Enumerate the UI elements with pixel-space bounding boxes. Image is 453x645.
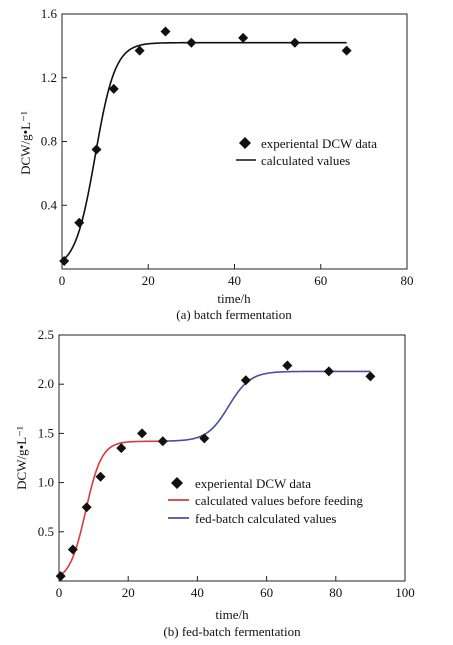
legend-a: experiental DCW data calculated values bbox=[236, 136, 377, 168]
legend-label-fed-batch-b: fed-batch calculated values bbox=[195, 511, 336, 526]
series-layer-b bbox=[55, 360, 376, 582]
caption-a: (a) batch fermentation bbox=[176, 307, 292, 322]
series-layer-a bbox=[59, 26, 352, 267]
x-tick-label-b: 80 bbox=[329, 585, 342, 600]
data-point-b bbox=[282, 360, 293, 371]
data-point-a bbox=[91, 144, 102, 155]
y-tick-label-b: 1.5 bbox=[38, 425, 54, 440]
x-tick-label-a: 80 bbox=[401, 273, 414, 288]
axis-ticks-b: 0 20 40 60 80 100 0.5 1.0 1.5 2.0 2.5 bbox=[38, 327, 415, 600]
x-tick-label-a: 60 bbox=[314, 273, 327, 288]
caption-b: (b) fed-batch fermentation bbox=[163, 624, 301, 639]
data-point-a bbox=[134, 45, 145, 56]
data-point-b bbox=[81, 502, 92, 513]
legend-marker-experimental-a bbox=[239, 137, 251, 149]
series-line-b-1 bbox=[58, 440, 163, 577]
y-tick-label-b: 2.0 bbox=[38, 376, 54, 391]
data-point-b bbox=[240, 375, 251, 386]
data-point-b bbox=[157, 436, 168, 447]
x-tick-label-b: 60 bbox=[260, 585, 273, 600]
data-point-b bbox=[55, 571, 66, 582]
series-line-b-2 bbox=[162, 370, 371, 442]
data-point-a bbox=[289, 37, 300, 48]
data-point-a bbox=[238, 32, 249, 43]
x-tick-label-b: 0 bbox=[56, 585, 63, 600]
x-tick-label-b: 20 bbox=[122, 585, 135, 600]
data-point-b bbox=[365, 371, 376, 382]
batch-fermentation-chart: 0 20 40 60 80 0.4 0.8 1.2 1.6 experiental DCW da… bbox=[18, 6, 414, 322]
y-tick-label-a: 1.2 bbox=[41, 70, 57, 85]
x-tick-label-b: 100 bbox=[395, 585, 415, 600]
x-tick-label-a: 20 bbox=[142, 273, 155, 288]
y-tick-label-a: 1.6 bbox=[41, 6, 58, 21]
data-point-b bbox=[323, 366, 334, 377]
y-tick-label-b: 1.0 bbox=[38, 475, 54, 490]
data-point-a bbox=[341, 45, 352, 56]
data-point-b bbox=[95, 471, 106, 482]
x-tick-label-a: 0 bbox=[59, 273, 66, 288]
legend-label-calculated-a: calculated values bbox=[261, 153, 350, 168]
data-point-a bbox=[186, 37, 197, 48]
data-point-b bbox=[199, 433, 210, 444]
x-tick-label-b: 40 bbox=[191, 585, 204, 600]
x-axis-label-b: time/h bbox=[215, 607, 249, 622]
data-point-b bbox=[137, 428, 148, 439]
plot-frame-b bbox=[58, 334, 406, 582]
data-point-a bbox=[108, 83, 119, 94]
y-tick-label-b: 2.5 bbox=[38, 327, 54, 342]
y-axis-label-b: DCW/g•L⁻¹ bbox=[14, 426, 29, 490]
data-point-b bbox=[67, 544, 78, 555]
data-point-b bbox=[116, 443, 127, 454]
y-tick-label-a: 0.4 bbox=[41, 197, 58, 212]
data-point-a bbox=[59, 256, 70, 267]
data-point-a bbox=[74, 217, 85, 228]
legend-b: experiental DCW data calculated values b… bbox=[168, 476, 363, 526]
series-line-a-1 bbox=[61, 41, 347, 262]
data-point-a bbox=[160, 26, 171, 37]
legend-label-experimental-b: experiental DCW data bbox=[195, 476, 311, 491]
axis-ticks-a: 0 20 40 60 80 0.4 0.8 1.2 1.6 bbox=[41, 6, 414, 288]
legend-label-experimental-a: experiental DCW data bbox=[261, 136, 377, 151]
x-axis-label-a: time/h bbox=[217, 291, 251, 306]
x-tick-label-a: 40 bbox=[228, 273, 241, 288]
y-tick-label-a: 0.8 bbox=[41, 134, 57, 149]
legend-label-before-feeding-b: calculated values before feeding bbox=[195, 493, 363, 508]
fed-batch-fermentation-chart: 0 20 40 60 80 100 0.5 1.0 1.5 2.0 2.5 experiental … bbox=[14, 327, 415, 639]
legend-marker-experimental-b bbox=[171, 477, 183, 489]
y-tick-label-b: 0.5 bbox=[38, 524, 54, 539]
y-axis-label-a: DCW/g•L⁻¹ bbox=[18, 111, 33, 175]
